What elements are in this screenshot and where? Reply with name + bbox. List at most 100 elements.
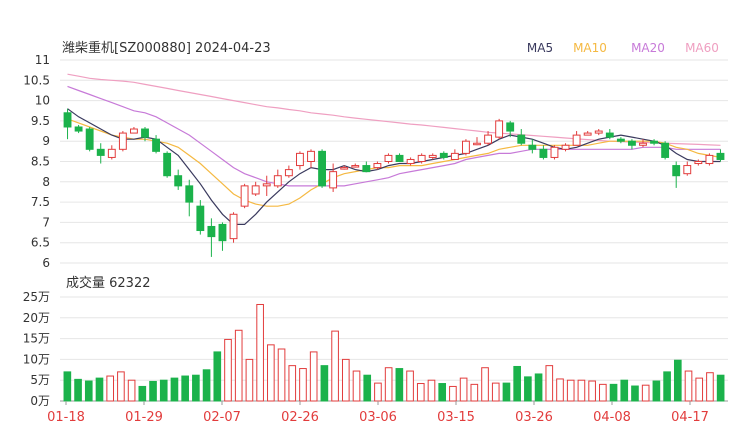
candle-body [329, 171, 338, 189]
candle [284, 165, 293, 178]
candle [340, 165, 349, 170]
candle [683, 161, 692, 176]
date-tick-label: 04-17 [671, 410, 709, 425]
price-gridlines [60, 59, 728, 264]
volume-bar [127, 379, 136, 402]
volume-bar [299, 368, 307, 402]
candle-body [141, 128, 149, 138]
candle [218, 222, 227, 251]
volume-bar [245, 358, 254, 402]
price-tick-label: 6 [42, 256, 50, 270]
volume-bar [159, 379, 168, 402]
volume-bar [149, 380, 157, 402]
volume-bar [684, 370, 693, 402]
candle-body [528, 144, 537, 150]
candle [639, 139, 647, 148]
volume-bar [384, 367, 393, 402]
candle [473, 137, 481, 146]
candle [561, 143, 570, 152]
candle-body [351, 165, 360, 168]
candle [628, 139, 636, 150]
candle-body [130, 128, 138, 134]
chart-title: 潍柴重机[SZ000880] 2024-04-23 [62, 40, 271, 56]
candle-body [672, 165, 681, 177]
candle-body [694, 161, 703, 165]
candle-body [705, 154, 714, 165]
price-tick-label: 10 [35, 94, 50, 108]
volume-bar [641, 384, 650, 402]
candle [240, 183, 249, 209]
volume-bar [74, 378, 82, 402]
candle [450, 149, 459, 160]
candle-body [240, 185, 249, 207]
candle-body [296, 152, 304, 167]
date-tick-label: 01-18 [47, 410, 85, 425]
volume-bar [406, 370, 414, 402]
candle-body [428, 154, 437, 158]
volume-bar [416, 383, 425, 402]
volume-bars [63, 303, 725, 402]
candle-body [639, 142, 647, 146]
candle-body [439, 152, 448, 158]
candle [152, 135, 160, 154]
volume-bar [138, 385, 147, 402]
volume-tick-label: 0万 [30, 394, 50, 408]
candle [273, 169, 282, 188]
volume-bar [695, 377, 704, 402]
volume-bar [95, 377, 104, 402]
candle [163, 151, 172, 178]
candle [462, 139, 470, 156]
volume-bar [331, 330, 339, 402]
candlesticks [63, 108, 725, 257]
legend: MA5 MA10 MA20 MA60 [527, 41, 719, 55]
volume-bar [459, 377, 468, 402]
price-tick-label: 10.5 [23, 73, 50, 87]
candle-body [417, 154, 426, 163]
candle [439, 151, 448, 160]
price-y-axis: 11 10.5 10 9.5 9 8.5 8 7.5 7 6.5 6 [23, 53, 50, 270]
volume-bar [620, 379, 629, 402]
volume-bar [352, 370, 361, 402]
volume-bar [234, 329, 243, 402]
candle [74, 124, 83, 134]
volume-bar [577, 379, 586, 402]
volume-bar [524, 376, 532, 402]
candle [572, 131, 581, 146]
candle-body [550, 146, 559, 158]
volume-title: 成交量 62322 [66, 275, 151, 291]
candle-body [384, 154, 393, 163]
candle-body [462, 140, 470, 154]
volume-bar [449, 385, 457, 402]
volume-bar [117, 371, 125, 402]
volume-bar [341, 358, 350, 402]
candle-body [118, 132, 127, 150]
price-tick-label: 11 [35, 53, 50, 67]
volume-bar [363, 374, 372, 402]
legend-item-ma20: MA20 [631, 41, 665, 55]
candle-body [373, 163, 382, 169]
candle [296, 151, 304, 170]
candle [495, 118, 504, 140]
candle-body [229, 213, 238, 240]
candle-body [251, 185, 260, 195]
candle [583, 131, 592, 136]
candle-body [107, 148, 116, 158]
candle-body [163, 152, 172, 177]
price-tick-label: 9 [42, 134, 50, 148]
candle [107, 145, 116, 160]
candle-body [594, 130, 603, 134]
candle-body [63, 112, 72, 128]
candle [428, 153, 437, 160]
candle-body [628, 140, 636, 146]
candle-body [307, 150, 315, 163]
candle-body [262, 183, 271, 187]
volume-bar [609, 383, 618, 402]
candle-body [450, 152, 459, 160]
candle [395, 153, 404, 163]
candle [506, 120, 515, 138]
candle [672, 161, 681, 188]
candle-body [661, 142, 670, 158]
volume-bar [652, 380, 661, 402]
date-tick-label: 03-06 [359, 410, 397, 425]
